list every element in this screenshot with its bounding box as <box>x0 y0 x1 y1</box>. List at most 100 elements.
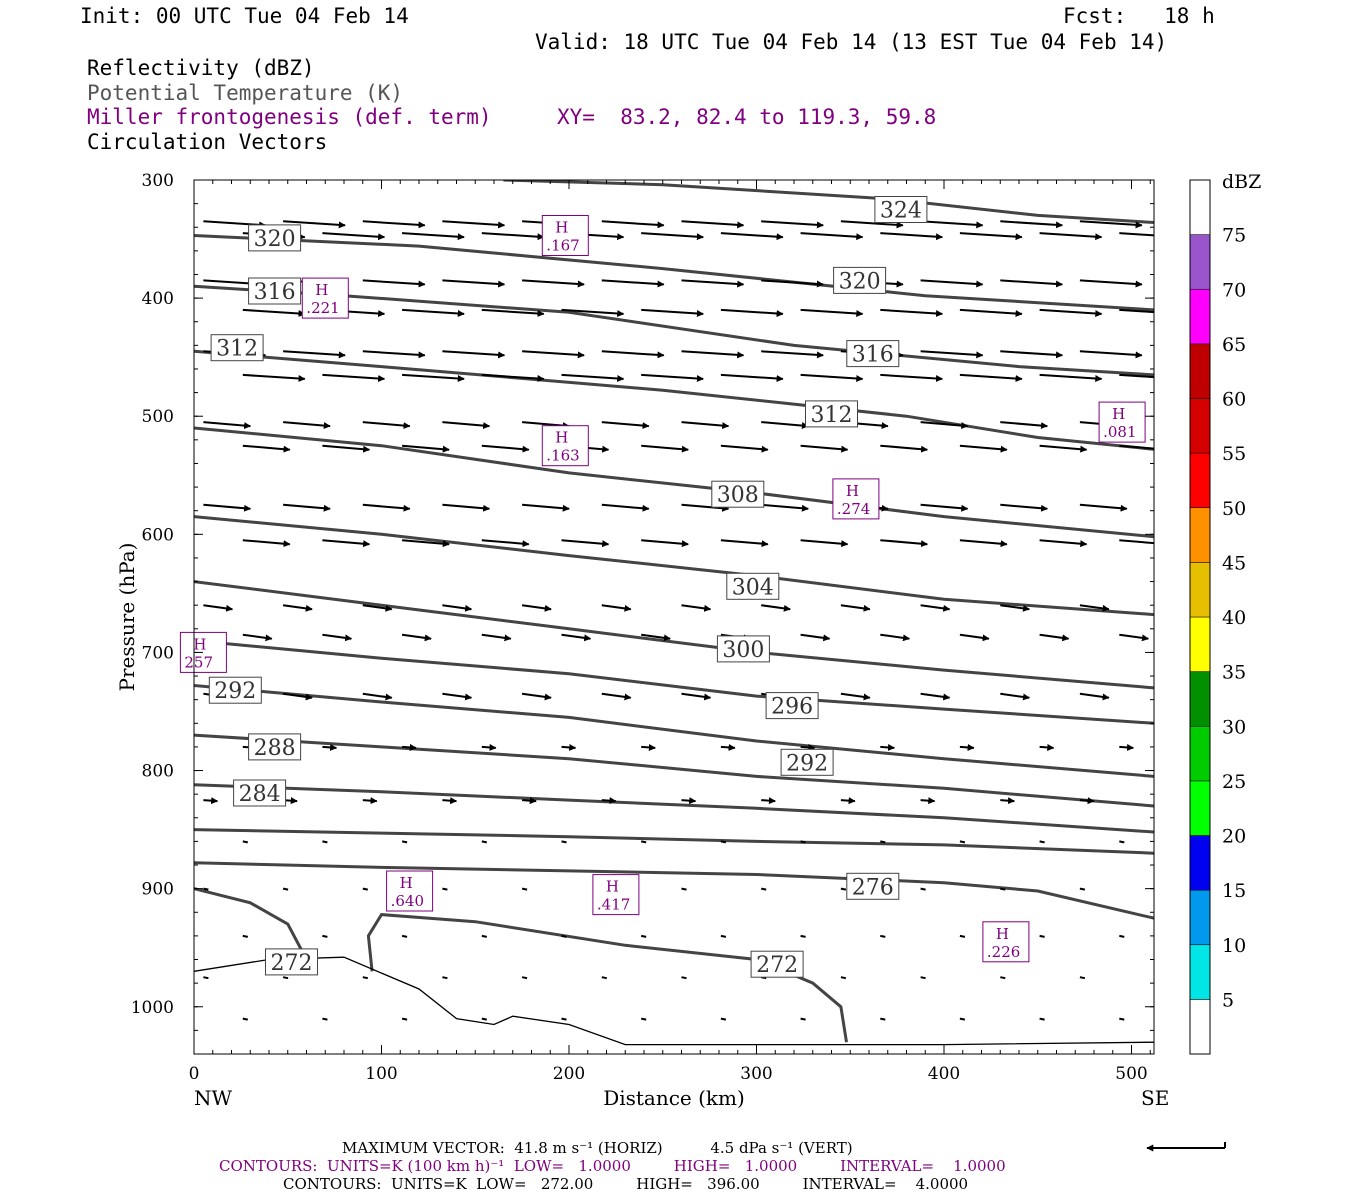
max-vector-note: MAXIMUM VECTOR: 41.8 m s⁻¹ (HORIZ) 4.5 d… <box>342 1139 853 1157</box>
fronto-max-box <box>386 870 434 912</box>
theta-label-box <box>780 748 834 776</box>
circulation-vector <box>481 1017 487 1021</box>
colorbar-swatch <box>1189 671 1211 727</box>
circulation-vector <box>920 279 984 288</box>
theta-label-box <box>248 733 302 761</box>
colorbar-swatch <box>1189 616 1211 672</box>
circulation-vector <box>800 232 864 241</box>
theta-label-box <box>846 872 900 900</box>
colorbar-level-label: 50 <box>1222 498 1246 520</box>
field-frontogenesis: Miller frontogenesis (def. term) <box>87 105 492 129</box>
circulation-vector <box>1119 743 1134 751</box>
circulation-vector <box>522 503 570 512</box>
circulation-vector <box>362 604 393 612</box>
circulation-vector <box>521 692 552 701</box>
circulation-vector <box>920 976 926 980</box>
fronto-max-box <box>179 631 227 673</box>
theta-contour-284 <box>194 783 1154 834</box>
theta-label: 312 <box>216 337 258 362</box>
circulation-vector <box>761 350 824 359</box>
theta-contour-296 <box>194 639 1154 725</box>
circulation-vector <box>920 887 926 891</box>
colorbar-level-label: 5 <box>1222 989 1234 1011</box>
circulation-vector <box>322 633 353 642</box>
circulation-vector <box>442 692 473 701</box>
circulation-vector <box>1039 1017 1045 1021</box>
endpoint-se: SE <box>1141 1086 1169 1110</box>
fronto-max-value: 257 <box>184 653 213 671</box>
fronto-max-label: H <box>996 925 1009 943</box>
circulation-vector <box>681 797 697 805</box>
circulation-vector <box>720 840 727 844</box>
circulation-vector <box>1079 279 1143 288</box>
colorbar-swatch <box>1189 179 1211 235</box>
circulation-vector <box>761 421 809 430</box>
circulation-vector <box>800 444 849 453</box>
theta-label: 324 <box>880 199 922 224</box>
circulation-vector <box>959 444 1008 453</box>
circulation-vector <box>561 373 625 382</box>
circulation-vector <box>1000 887 1006 891</box>
circulation-vector <box>761 279 824 288</box>
y-axis-label: Pressure (hPa) <box>115 543 139 692</box>
circulation-vector <box>283 421 331 430</box>
theta-label-box <box>210 334 264 362</box>
colorbar-swatch <box>1189 562 1211 618</box>
circulation-vector <box>681 976 687 980</box>
fronto-max-value: .417 <box>597 896 630 914</box>
colorbar-level-label: 70 <box>1222 279 1246 301</box>
circulation-vector <box>880 444 928 453</box>
theta-label-box <box>805 400 858 428</box>
colorbar-level-label: 55 <box>1222 443 1246 465</box>
x-axis-label: Distance (km) <box>603 1086 745 1110</box>
circulation-vector <box>800 633 831 642</box>
circulation-vector <box>1079 350 1143 359</box>
circulation-vector <box>362 421 411 430</box>
colorbar-level-label: 60 <box>1222 389 1246 411</box>
circulation-vector <box>322 539 371 548</box>
theta-label: 272 <box>271 951 313 976</box>
colorbar-level-label: 20 <box>1222 826 1246 848</box>
colorbar-swatch <box>1189 889 1211 945</box>
circulation-vector <box>442 797 458 805</box>
circulation-vector <box>880 232 943 241</box>
circulation-vector <box>442 604 473 612</box>
circulation-vector <box>880 743 895 751</box>
fronto-max-label: H <box>1112 405 1125 423</box>
colorbar-swatch <box>1189 452 1211 508</box>
theta-contour-300 <box>194 580 1154 690</box>
circulation-vector <box>481 308 545 317</box>
circulation-vector <box>681 604 712 612</box>
circulation-vector <box>601 279 665 288</box>
circulation-vector <box>402 743 417 751</box>
circulation-vector <box>561 840 567 844</box>
fronto-max-box <box>982 921 1030 963</box>
circulation-vector <box>1119 308 1154 314</box>
circulation-vector <box>761 503 809 512</box>
circulation-vector <box>840 887 847 891</box>
circulation-vector <box>401 934 408 938</box>
circulation-vector <box>800 539 849 548</box>
circulation-vector <box>203 887 209 891</box>
x-tick-label: 0 <box>189 1064 200 1084</box>
circulation-vector <box>481 934 487 938</box>
circulation-vector <box>800 1017 806 1021</box>
theta-label: 296 <box>771 695 813 720</box>
colorbar-level-label: 25 <box>1222 771 1246 793</box>
circulation-vector <box>561 633 592 642</box>
circulation-vector <box>1039 743 1055 751</box>
circulation-vector <box>1079 976 1086 980</box>
circulation-vector <box>1039 308 1103 317</box>
theta-label-box <box>248 224 302 252</box>
fronto-max-box <box>1098 401 1146 443</box>
theta-label-box <box>833 266 887 294</box>
x-tick-label: 200 <box>553 1064 585 1084</box>
circulation-vector <box>481 232 545 241</box>
colorbar-swatch <box>1189 507 1211 563</box>
field-reflectivity: Reflectivity (dBZ) <box>87 56 315 80</box>
contour-info-theta: CONTOURS: UNITS=K LOW= 272.00 HIGH= 396.… <box>283 1175 969 1193</box>
circulation-vector <box>322 232 386 241</box>
circulation-vector <box>283 350 346 359</box>
circulation-vector <box>601 692 632 701</box>
